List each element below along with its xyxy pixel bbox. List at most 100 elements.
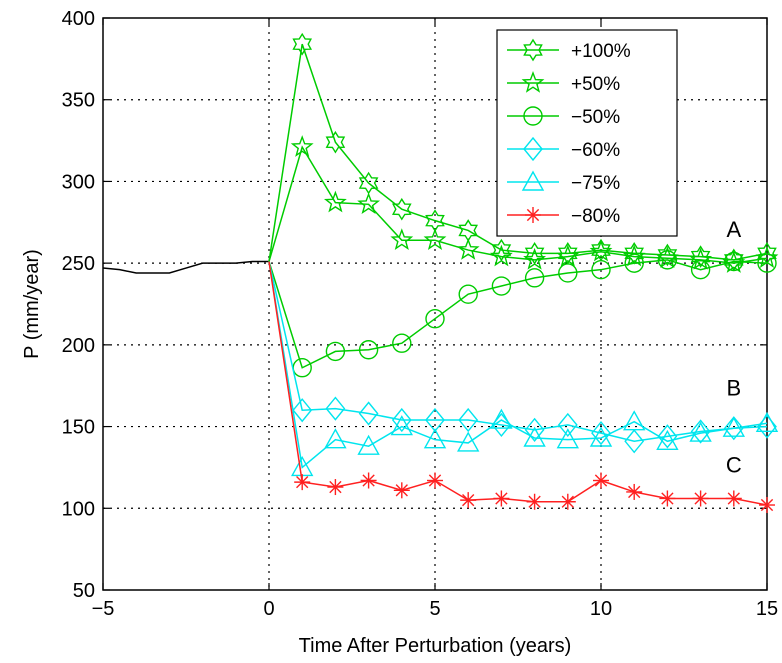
x-tick-label: 15 [756, 598, 778, 620]
y-tick-label: 250 [62, 253, 95, 275]
y-tick-label: 200 [62, 335, 95, 357]
marker-point [624, 429, 645, 454]
marker-point [521, 170, 545, 191]
marker-stroke [395, 484, 408, 497]
marker-point [557, 412, 578, 438]
series-line [268, 259, 768, 369]
marker-point [493, 490, 510, 507]
annotation-label: B [726, 376, 741, 401]
marker-stroke [760, 498, 774, 512]
marker-point [393, 482, 410, 499]
marker-stroke [362, 474, 375, 487]
marker-point [589, 426, 613, 447]
marker-point [723, 416, 744, 441]
marker-point [458, 407, 479, 433]
marker-point [290, 135, 314, 157]
marker-point [357, 434, 380, 455]
marker-point [556, 428, 579, 449]
marker-point [460, 492, 477, 509]
marker-stroke [296, 475, 309, 489]
marker-point [757, 253, 777, 273]
marker-point [556, 244, 580, 267]
annotation-label: C [726, 452, 742, 477]
marker-point [292, 32, 313, 56]
y-tick-label: 100 [62, 498, 95, 520]
y-tick-label: 350 [62, 90, 95, 112]
marker-point [559, 493, 576, 510]
marker-point [423, 428, 447, 449]
marker-point [524, 268, 545, 288]
marker-point [626, 483, 643, 500]
marker-point [722, 416, 745, 437]
marker-point [526, 493, 543, 510]
marker-point [357, 192, 381, 215]
x-axis-label: Time After Perturbation (years) [299, 635, 572, 657]
marker-point [390, 228, 414, 250]
marker-point [325, 341, 346, 362]
marker-point [690, 245, 711, 268]
legend-label: −50% [571, 107, 620, 128]
legend-label: +100% [571, 41, 631, 62]
marker-stroke [329, 480, 342, 494]
marker-point [325, 130, 346, 154]
marker-point [489, 244, 513, 267]
marker-point [623, 410, 646, 431]
legend-item: −50% [507, 106, 620, 128]
legend-label: −80% [571, 206, 620, 227]
marker-point [690, 259, 711, 280]
marker-point [423, 228, 447, 250]
marker-point [523, 426, 546, 447]
legend-item: −75% [507, 170, 620, 194]
marker-stroke [528, 495, 541, 508]
baseline-line [102, 260, 269, 274]
marker-point [725, 490, 742, 507]
marker-point [490, 408, 513, 429]
legend-item: −80% [507, 206, 620, 227]
marker-point [325, 396, 346, 421]
series-line [268, 261, 768, 506]
marker-stroke [428, 474, 442, 487]
annotation-label: A [726, 217, 741, 242]
y-tick-label: 50 [73, 580, 95, 602]
marker-point [294, 474, 311, 491]
y-tick-label: 300 [62, 171, 95, 193]
marker-point [622, 244, 646, 267]
marker-point [759, 497, 775, 514]
series [268, 261, 775, 514]
marker-point [427, 472, 443, 489]
marker-point [523, 38, 543, 62]
marker-point [523, 106, 543, 126]
y-tick-label: 400 [62, 8, 95, 30]
marker-point [425, 309, 445, 329]
marker-point [755, 411, 779, 433]
marker-point [558, 263, 578, 283]
marker-point [457, 431, 480, 452]
legend-item: +50% [507, 71, 620, 95]
marker-point [523, 136, 543, 162]
marker-point [391, 197, 412, 221]
marker-point [292, 398, 313, 423]
marker-point [458, 284, 478, 304]
marker-stroke [561, 495, 574, 508]
marker-point [521, 71, 545, 93]
marker-point [524, 417, 545, 442]
marker-point [689, 247, 713, 270]
marker-point [323, 190, 347, 213]
series-lines [102, 32, 779, 514]
series-line [268, 145, 768, 264]
marker-stroke [727, 492, 740, 505]
marker-point [692, 490, 709, 507]
legend: +100% +50% −50% −60% −75% −80% [496, 29, 678, 237]
x-tick-label: 5 [429, 598, 440, 620]
marker-point [392, 333, 412, 353]
marker-stroke [594, 474, 608, 487]
legend-label: +50% [571, 74, 620, 95]
marker-stroke [495, 492, 508, 505]
x-tick-label: 0 [263, 598, 274, 620]
marker-point [591, 421, 611, 446]
marker-point [391, 407, 412, 433]
series [268, 261, 779, 477]
y-tick-label: 150 [62, 417, 95, 439]
marker-point [360, 472, 377, 489]
